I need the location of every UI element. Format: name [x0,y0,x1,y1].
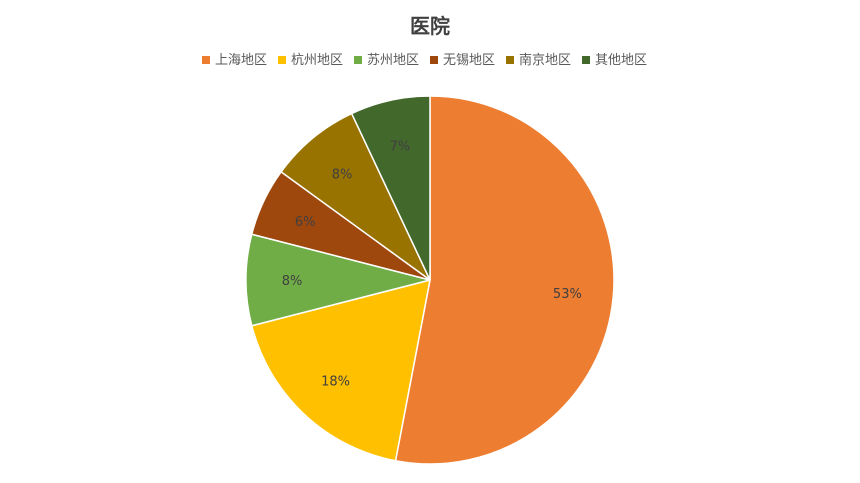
legend-item: 无锡地区 [430,53,495,68]
legend-swatch [202,56,210,64]
slice-labels: 53% 18% 8% 6% 8% 7% [282,139,582,389]
legend-item: 杭州地区 [278,53,343,68]
slice-label: 7% [390,139,411,154]
legend-label: 苏州地区 [367,52,419,68]
pie-slice [245,233,431,327]
legend-swatch [506,56,514,64]
slice-label: 53% [553,287,582,302]
slice-label: 8% [282,274,303,289]
legend-item: 苏州地区 [354,52,419,68]
legend-item: 南京地区 [506,52,571,68]
chart-title: 医院 [410,14,450,38]
pie-slice [350,95,431,281]
slice-label: 18% [321,375,350,390]
legend-item: 上海地区 [202,53,267,68]
pie-slice [250,278,431,462]
legend: 上海地区 杭州地区 苏州地区 无锡地区 南京地区 其他地区 [202,52,647,68]
legend-label: 南京地区 [519,52,571,68]
legend-swatch [278,56,286,64]
pie-slice [394,95,615,465]
legend-swatch [582,56,590,64]
legend-label: 杭州地区 [291,53,343,68]
legend-label: 其他地区 [595,53,647,68]
slice-label: 6% [295,215,316,230]
legend-swatch [430,56,438,64]
pie-slice [280,112,431,281]
legend-label: 无锡地区 [443,53,495,68]
legend-swatch [354,56,362,64]
legend-item: 其他地区 [582,53,647,68]
slice-label: 8% [332,168,353,183]
legend-label: 上海地区 [215,53,267,68]
pie-slices [245,95,615,465]
